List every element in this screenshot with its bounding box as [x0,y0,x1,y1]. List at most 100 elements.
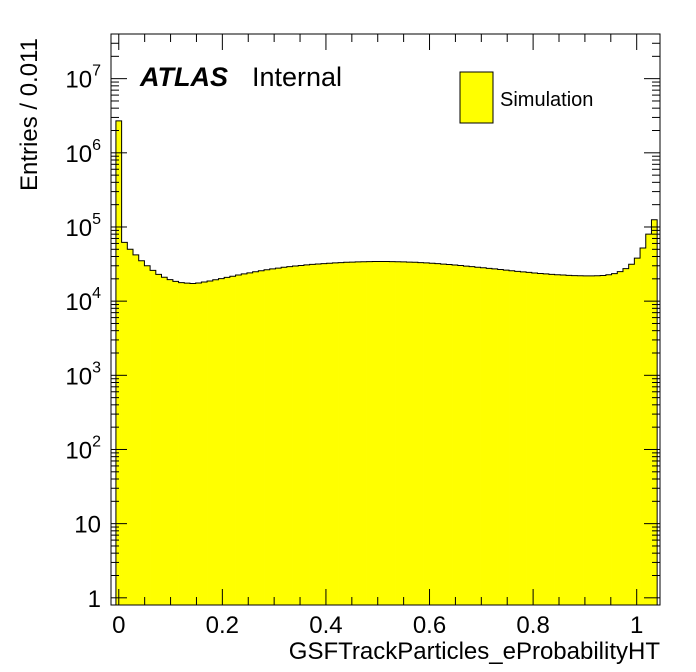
legend-swatch [459,71,494,124]
histogram-bar [446,264,453,605]
histogram-bar [514,271,521,605]
histogram-bar [554,274,561,605]
histogram-bar [531,272,538,605]
histogram-bar [543,273,550,605]
histogram-bar [150,270,157,605]
histogram-bar [434,263,442,605]
plot-frame [110,33,661,606]
histogram-bar [423,262,430,605]
histogram-bar [275,268,282,605]
histogram-bar [292,265,299,605]
histogram-bar [155,274,162,605]
histogram-bar [372,261,379,605]
histogram-bar [383,261,390,605]
histogram-bar [395,261,402,605]
histogram-bar [497,269,504,605]
histogram-bar [281,267,288,605]
histogram-bar [651,219,658,606]
legend-label: Simulation [500,89,593,111]
histogram-bar [138,260,145,605]
x-tick-labels: 0 0.2 0.4 0.6 0.8 1 [112,612,643,639]
histogram-bar [634,258,641,605]
histogram-bar [229,276,236,605]
histogram-bar [377,261,385,605]
histogram-bar [189,283,197,605]
histogram-bar [349,262,356,605]
internal-label: Internal [252,62,342,92]
x-tick-label: 0.2 [206,612,239,639]
y-tick-label: 106 [65,137,101,168]
histogram-bar [246,272,254,605]
histogram-bar [115,120,122,605]
axis-ticks [111,33,660,605]
y-tick-label: 107 [65,63,101,94]
histogram-bar [452,265,459,605]
histogram-bar [235,275,242,605]
y-tick-label: 104 [65,285,101,316]
histogram-outline [115,120,658,605]
y-tick-label: 1 [88,586,101,613]
histogram-bar [360,261,367,605]
histogram-bar [480,267,487,605]
y-tick-label: 105 [65,211,101,242]
histogram-bar [583,275,590,605]
histogram-bar [366,261,373,605]
histogram-bar [440,264,447,605]
histogram-bar [617,271,624,605]
histogram-bar [605,274,612,605]
histogram-bar [594,275,601,605]
atlas-label: ATLAS [139,62,228,92]
histogram-bar [503,270,510,605]
x-tick-label: 0 [112,612,125,639]
histogram-bar [600,275,607,605]
histogram-bar [588,275,595,605]
histogram-bar [269,268,276,605]
y-tick-labels: 1 10 102 103 104 105 106 107 [65,63,101,613]
histogram-bar [321,263,328,605]
histogram-bar [298,265,305,605]
histogram-bar [258,270,265,605]
y-axis-label: Entries / 0.011 [16,38,43,191]
y-tick-label: 103 [65,359,101,390]
histogram-bar [645,234,652,606]
histogram-bar [406,262,413,605]
histogram-bar [486,268,493,605]
histogram-bar [326,263,333,605]
histogram-bar [241,273,248,605]
histogram-bar [526,272,533,605]
histogram-bar [429,263,436,605]
histogram-bar [560,275,567,605]
histogram-bar [577,275,584,605]
histogram-bar [628,264,635,605]
histogram-bar [509,270,516,605]
histogram-bar [252,271,259,605]
histogram-bar [412,262,419,605]
histogram-bar [343,262,350,605]
x-tick-label: 0.4 [309,612,342,639]
histogram-bar [144,265,151,605]
histogram-bar [640,248,647,606]
histogram-bar [417,262,424,605]
histogram-bar [178,282,185,605]
histogram-bar [474,267,481,605]
histogram-bar [207,280,214,605]
histogram-bar [389,261,396,605]
y-tick-label: 10 [74,512,101,539]
histogram-bar [315,263,322,605]
histogram-bar [303,264,310,605]
histogram-bar [218,278,225,605]
x-axis-label: GSFTrackParticles_eProbabilityHT [289,638,661,665]
histogram-bar [121,242,128,605]
x-tick-label: 0.8 [516,612,549,639]
y-tick-label: 102 [65,433,101,464]
histogram-bar [172,281,179,605]
histogram-bar [286,266,293,605]
histogram-bar [611,273,618,605]
histogram-bar [224,277,231,605]
histogram-bar [571,275,578,605]
histogram-bar [264,269,271,605]
histogram-bar [457,265,464,605]
x-tick-label: 1 [630,612,643,639]
histogram-bar [133,254,140,605]
